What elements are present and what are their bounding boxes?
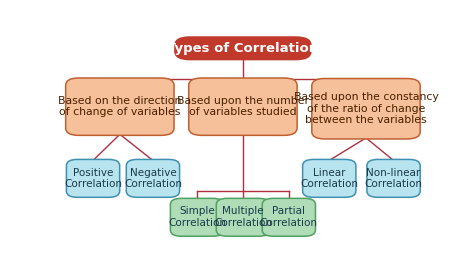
Text: Based on the direction
of change of variables: Based on the direction of change of vari… <box>58 96 182 118</box>
FancyBboxPatch shape <box>126 159 180 197</box>
Text: Multiple
Correlation: Multiple Correlation <box>214 206 272 228</box>
FancyBboxPatch shape <box>216 198 270 236</box>
Text: Simple
Correlation: Simple Correlation <box>168 206 226 228</box>
FancyBboxPatch shape <box>66 159 119 197</box>
FancyBboxPatch shape <box>189 78 297 135</box>
FancyBboxPatch shape <box>170 198 224 236</box>
Text: Linear
Correlation: Linear Correlation <box>300 168 358 189</box>
Text: Based upon the number
of variables studied: Based upon the number of variables studi… <box>177 96 309 118</box>
FancyBboxPatch shape <box>302 159 356 197</box>
FancyBboxPatch shape <box>175 37 311 60</box>
FancyBboxPatch shape <box>367 159 420 197</box>
Text: Types of Correlation: Types of Correlation <box>167 42 319 55</box>
Text: Partial
Correlation: Partial Correlation <box>260 206 318 228</box>
FancyBboxPatch shape <box>312 78 420 139</box>
FancyBboxPatch shape <box>262 198 316 236</box>
Text: Based upon the constancy
of the ratio of change
between the variables: Based upon the constancy of the ratio of… <box>293 92 438 125</box>
Text: Negative
Correlation: Negative Correlation <box>124 168 182 189</box>
FancyBboxPatch shape <box>66 78 174 135</box>
Text: Non-linear
Correlation: Non-linear Correlation <box>365 168 422 189</box>
Text: Positive
Correlation: Positive Correlation <box>64 168 122 189</box>
